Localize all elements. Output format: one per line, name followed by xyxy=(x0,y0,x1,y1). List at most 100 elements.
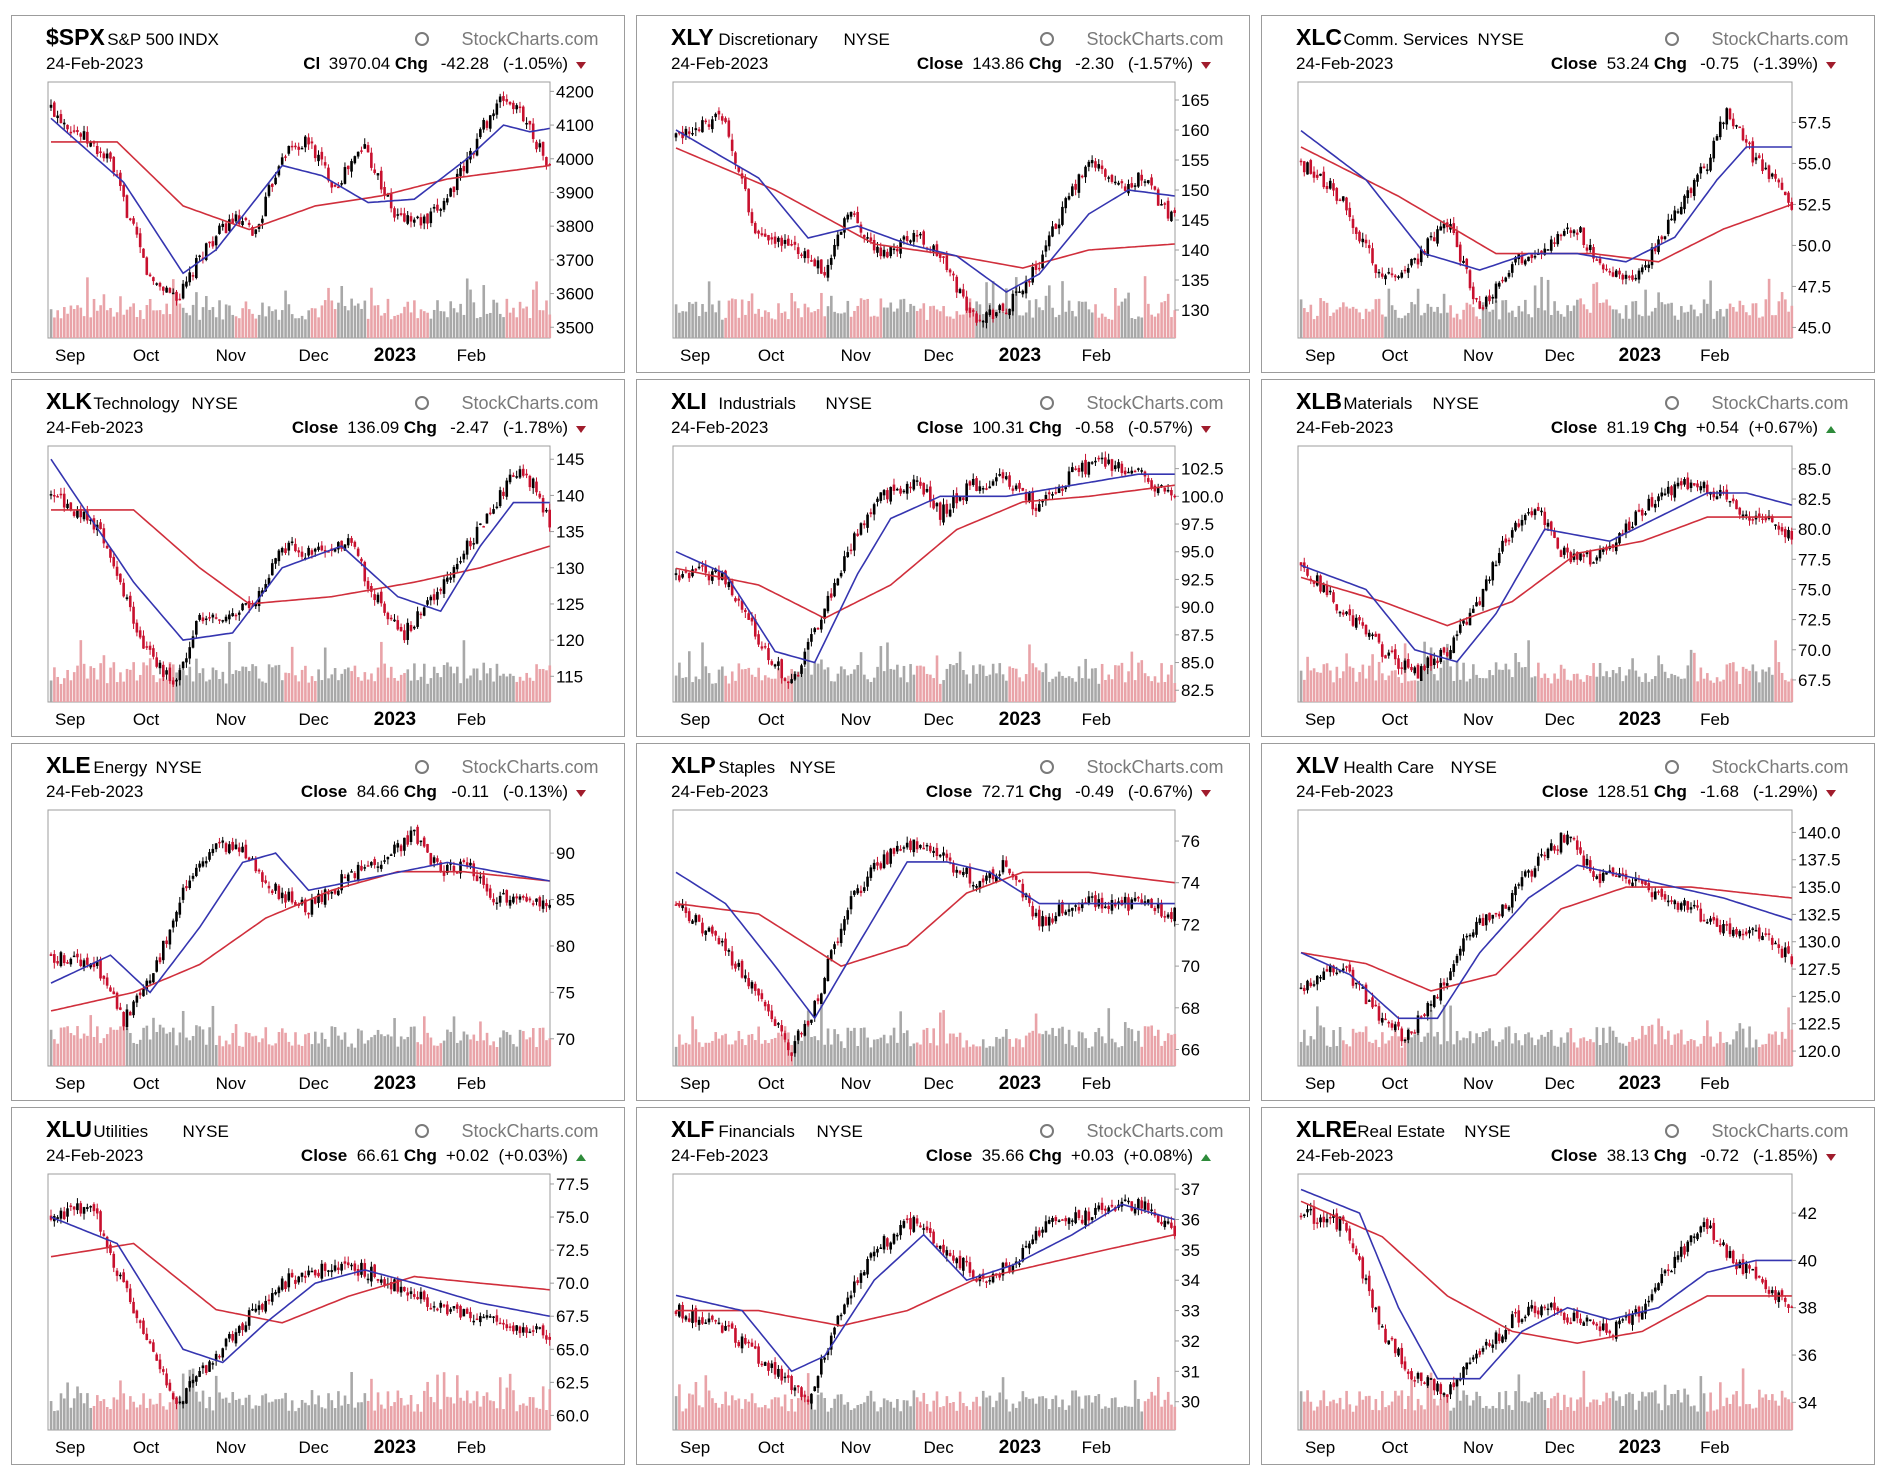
candle-body xyxy=(1666,219,1670,234)
volume-bar xyxy=(1494,300,1498,338)
volume-bar xyxy=(53,1411,56,1430)
y-tick-label: 66 xyxy=(1181,1040,1200,1059)
candle-body xyxy=(962,289,965,297)
volume-bar xyxy=(178,303,182,338)
volume-bar xyxy=(79,640,83,702)
volume-bar xyxy=(271,1045,274,1066)
candle-body xyxy=(343,544,347,551)
volume-bar xyxy=(1329,315,1332,338)
candle-body xyxy=(925,488,929,492)
candle-body xyxy=(1556,537,1560,549)
candle-body xyxy=(1582,554,1586,557)
volume-bar xyxy=(833,681,836,702)
candle-body xyxy=(1754,157,1758,161)
candle-body xyxy=(1631,275,1634,280)
y-tick-label: 70 xyxy=(556,1030,575,1049)
volume-bar xyxy=(1021,315,1025,338)
change-down-icon xyxy=(1201,62,1211,69)
volume-bar xyxy=(734,1400,737,1430)
candle-body xyxy=(1501,540,1504,552)
volume-bar xyxy=(1074,681,1078,702)
volume-bar xyxy=(1147,676,1150,702)
volume-bar xyxy=(694,301,698,338)
candle-body xyxy=(1130,470,1134,474)
change-up-icon xyxy=(1201,1154,1211,1161)
volume-bar xyxy=(1054,1036,1058,1066)
candle-body xyxy=(905,236,909,241)
volume-bar xyxy=(1051,678,1054,702)
volume-bar xyxy=(495,663,499,702)
volume-bar xyxy=(49,1029,53,1066)
volume-bar xyxy=(981,1039,985,1066)
candle-body xyxy=(1133,897,1137,901)
candle-body xyxy=(810,260,813,262)
volume-bar xyxy=(1504,300,1508,338)
volume-bar xyxy=(277,1032,281,1066)
candle-body xyxy=(1673,210,1677,221)
volume-bar xyxy=(1784,1038,1787,1066)
volume-bar xyxy=(707,1042,711,1066)
candle-body xyxy=(1345,197,1348,211)
volume-bar xyxy=(376,667,380,702)
candle-body xyxy=(1640,509,1644,516)
volume-bar xyxy=(1358,312,1361,338)
candle-body xyxy=(1608,271,1612,273)
candle-body xyxy=(694,128,698,131)
volume-bar xyxy=(724,1033,727,1066)
candle-body xyxy=(750,617,754,622)
candle-body xyxy=(488,888,492,898)
volume-bar xyxy=(1160,663,1163,702)
volume-bar xyxy=(1592,663,1595,702)
candle-body xyxy=(1374,1004,1378,1007)
volume-bar xyxy=(1021,1047,1025,1066)
volume-bar xyxy=(1673,315,1677,338)
volume-bar xyxy=(465,278,469,338)
candle-body xyxy=(82,1207,86,1214)
volume-bars xyxy=(1299,276,1794,338)
volume-bar xyxy=(320,1032,324,1066)
volume-bar xyxy=(419,1044,423,1066)
candle-body xyxy=(1666,900,1670,903)
candle-body xyxy=(1041,254,1044,269)
volume-bar xyxy=(234,1024,238,1066)
volume-bar xyxy=(1647,681,1651,702)
candle-body xyxy=(1601,872,1605,881)
volume-bar xyxy=(356,1028,360,1066)
volume-bar xyxy=(1488,311,1491,338)
volume-bar xyxy=(770,1039,774,1066)
candle-body xyxy=(175,679,178,682)
candle-body xyxy=(1458,624,1462,633)
volume-bar xyxy=(456,1042,459,1066)
volume-bar xyxy=(294,318,297,338)
ticker-symbol: XLU xyxy=(46,1116,92,1142)
y-tick-label: 75.0 xyxy=(556,1208,589,1227)
candle-body xyxy=(886,251,889,258)
y-tick-label: 87.5 xyxy=(1181,626,1214,645)
candle-body xyxy=(518,896,522,900)
volume-bar xyxy=(115,312,119,338)
volume-bar xyxy=(1130,651,1134,702)
volume-bar xyxy=(389,1406,393,1430)
volume-bar xyxy=(356,1402,360,1430)
candle-body xyxy=(168,929,172,945)
candle-body xyxy=(1686,190,1690,199)
volume-bar xyxy=(337,1035,340,1066)
volume-bar xyxy=(1127,1027,1130,1066)
volume-bar xyxy=(132,662,135,702)
volume-bar xyxy=(767,677,770,702)
volume-bar xyxy=(512,675,515,702)
volume-bar xyxy=(439,1043,443,1066)
volume-bar xyxy=(138,1404,142,1430)
y-tick-label: 70 xyxy=(1181,957,1200,976)
candle-body xyxy=(247,222,251,226)
change-percent: (+0.03%) xyxy=(499,1146,568,1165)
volume-bar xyxy=(1104,679,1107,702)
moving-average-fast-line xyxy=(50,117,550,275)
candle-body xyxy=(988,309,992,316)
volume-bar xyxy=(304,1034,307,1066)
volume-bar xyxy=(1582,304,1586,338)
price-candles xyxy=(674,451,1176,689)
volume-bar xyxy=(512,307,515,338)
volume-bar xyxy=(674,1396,678,1430)
change-percent: (+0.08%) xyxy=(1124,1146,1193,1165)
